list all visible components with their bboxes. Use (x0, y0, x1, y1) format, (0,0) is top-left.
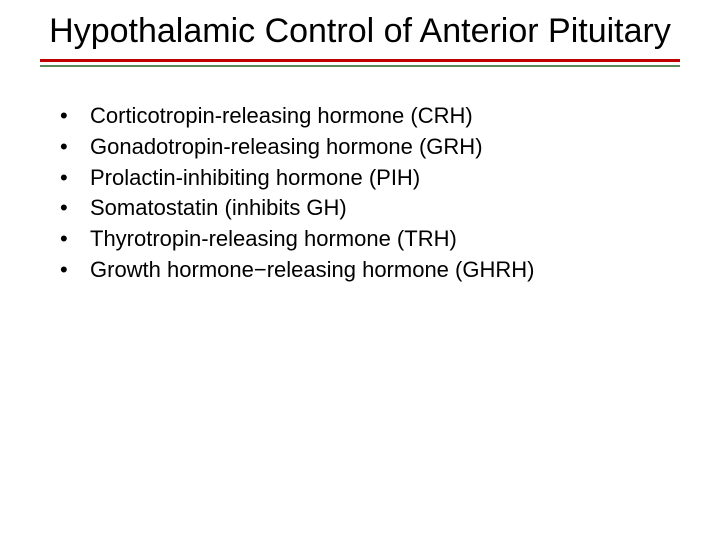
bullet-marker: • (60, 224, 90, 255)
slide-title: Hypothalamic Control of Anterior Pituita… (40, 12, 680, 51)
bullet-marker: • (60, 193, 90, 224)
list-item: • Thyrotropin-releasing hormone (TRH) (60, 224, 680, 255)
title-divider (40, 59, 680, 67)
bullet-text: Gonadotropin-releasing hormone (GRH) (90, 132, 680, 163)
bullet-marker: • (60, 132, 90, 163)
divider-red-line (40, 59, 680, 62)
divider-green-line (40, 65, 680, 67)
bullet-text: Thyrotropin-releasing hormone (TRH) (90, 224, 680, 255)
bullet-text: Prolactin-inhibiting hormone (PIH) (90, 163, 680, 194)
bullet-marker: • (60, 255, 90, 286)
list-item: • Gonadotropin-releasing hormone (GRH) (60, 132, 680, 163)
bullet-text: Growth hormone−releasing hormone (GHRH) (90, 255, 680, 286)
list-item: • Somatostatin (inhibits GH) (60, 193, 680, 224)
bullet-list: • Corticotropin-releasing hormone (CRH) … (40, 101, 680, 286)
list-item: • Growth hormone−releasing hormone (GHRH… (60, 255, 680, 286)
bullet-marker: • (60, 163, 90, 194)
list-item: • Corticotropin-releasing hormone (CRH) (60, 101, 680, 132)
bullet-text: Corticotropin-releasing hormone (CRH) (90, 101, 680, 132)
bullet-marker: • (60, 101, 90, 132)
bullet-text: Somatostatin (inhibits GH) (90, 193, 680, 224)
slide-container: Hypothalamic Control of Anterior Pituita… (0, 0, 720, 540)
list-item: • Prolactin-inhibiting hormone (PIH) (60, 163, 680, 194)
